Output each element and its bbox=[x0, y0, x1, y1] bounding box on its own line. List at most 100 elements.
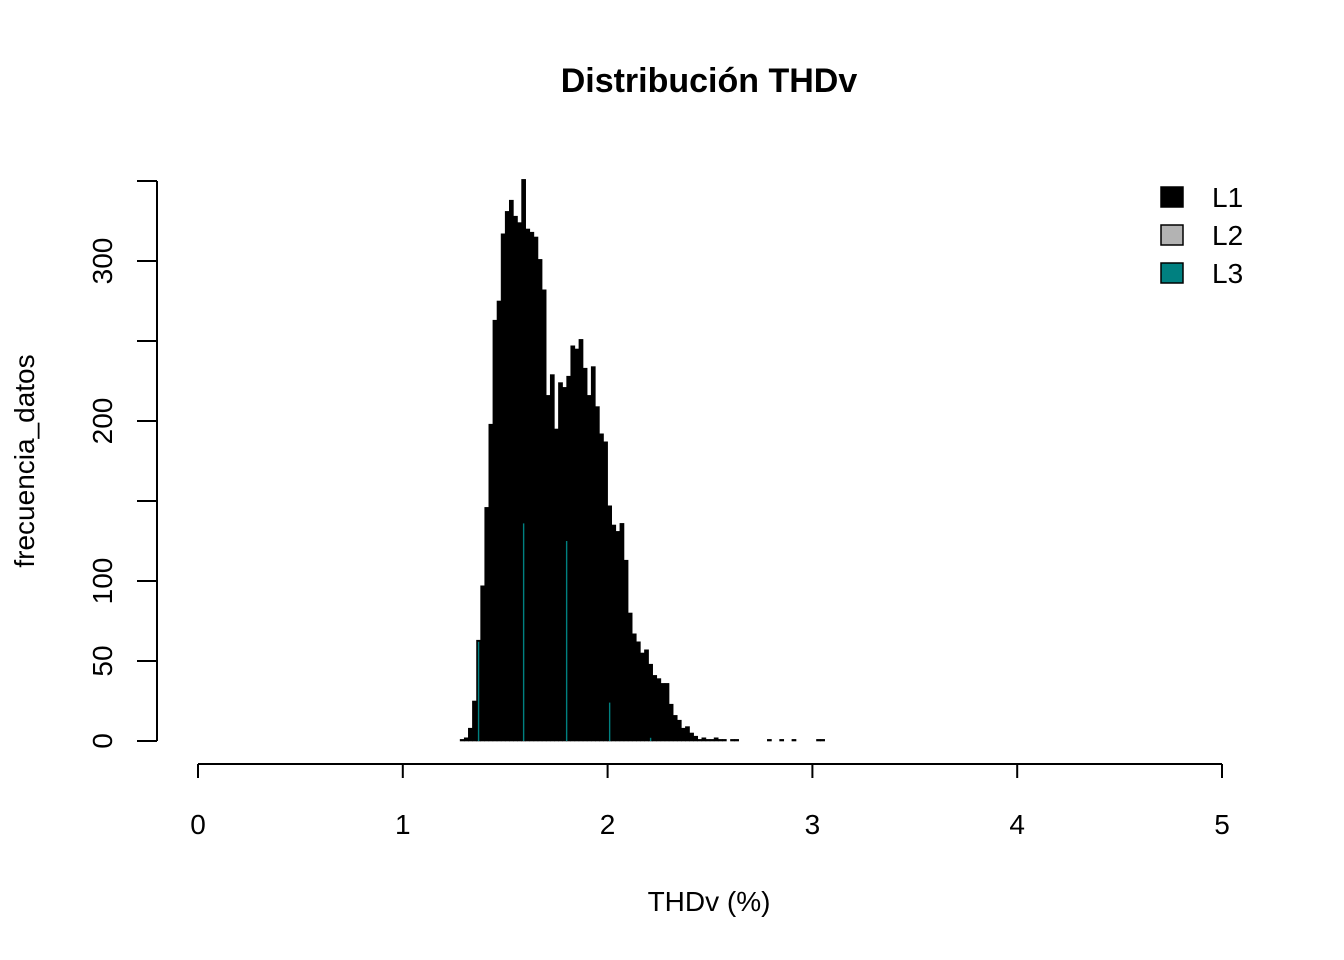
legend-label-l3: L3 bbox=[1212, 258, 1243, 289]
x-tick-label: 2 bbox=[600, 809, 616, 840]
bar-l1 bbox=[582, 367, 588, 742]
bar-l1 bbox=[717, 739, 723, 742]
bar-l1 bbox=[701, 737, 707, 742]
bar-l1 bbox=[574, 348, 580, 742]
bar-l1 bbox=[697, 739, 703, 742]
chart-title: Distribución THDv bbox=[561, 62, 858, 100]
bar-l1 bbox=[595, 406, 600, 742]
y-tick-label: 0 bbox=[87, 733, 118, 749]
bar-l1 bbox=[820, 739, 825, 742]
bar-l1 bbox=[705, 739, 711, 742]
bar-l1 bbox=[623, 559, 629, 742]
bar-l1 bbox=[631, 633, 637, 742]
bars-layer bbox=[459, 179, 825, 742]
bar-l1 bbox=[500, 233, 506, 742]
x-tick-label: 0 bbox=[190, 809, 206, 840]
bar-l1 bbox=[590, 366, 596, 742]
bar-l1 bbox=[648, 663, 653, 742]
bar-l1 bbox=[517, 222, 522, 742]
bar-l1 bbox=[603, 441, 608, 742]
bar-l1 bbox=[508, 199, 514, 742]
bar-l1 bbox=[459, 739, 465, 742]
bar-l1 bbox=[529, 231, 535, 742]
y-axis-title: frecuencia_datos bbox=[9, 354, 40, 567]
bar-l1 bbox=[721, 739, 727, 742]
bar-l1 bbox=[734, 739, 739, 742]
bar-l1 bbox=[496, 300, 502, 742]
bar-l1 bbox=[676, 719, 682, 742]
bar-l1 bbox=[689, 732, 694, 742]
bar-l1 bbox=[730, 739, 735, 742]
x-tick-label: 5 bbox=[1214, 809, 1230, 840]
bar-l1 bbox=[586, 395, 592, 742]
bar-l1 bbox=[685, 726, 690, 742]
bar-l1 bbox=[549, 374, 555, 742]
bar-l1 bbox=[644, 649, 649, 742]
bar-l1 bbox=[767, 739, 772, 742]
bar-l1 bbox=[488, 423, 494, 742]
bar-l1 bbox=[578, 339, 584, 742]
y-axis: 0 50 100 200 300 bbox=[87, 180, 158, 749]
bar-l1 bbox=[599, 433, 604, 742]
legend-swatch-l2 bbox=[1160, 224, 1184, 246]
x-tick-label: 4 bbox=[1009, 809, 1025, 840]
legend-swatch-l3 bbox=[1160, 262, 1184, 284]
bar-l1 bbox=[713, 737, 719, 742]
bar-l1 bbox=[619, 523, 625, 742]
bar-l1 bbox=[558, 382, 563, 742]
bar-l1 bbox=[615, 531, 621, 742]
legend-swatch-l1 bbox=[1160, 186, 1184, 208]
bar-l1 bbox=[513, 215, 518, 742]
bar-l1 bbox=[693, 735, 699, 742]
bar-l1 bbox=[554, 428, 559, 742]
bar-l1 bbox=[681, 727, 686, 742]
bar-l3 bbox=[565, 541, 568, 741]
bar-l3 bbox=[522, 523, 525, 741]
series-l1 bbox=[459, 179, 825, 742]
bar-l1 bbox=[627, 612, 633, 742]
x-tick-label: 1 bbox=[395, 809, 411, 840]
bar-l1 bbox=[468, 727, 473, 742]
y-tick-label: 100 bbox=[87, 558, 118, 605]
bar-l1 bbox=[533, 236, 539, 742]
legend: L1 L2 L3 bbox=[1160, 182, 1243, 289]
bar-l3 bbox=[477, 641, 480, 741]
bar-l1 bbox=[472, 700, 477, 742]
bar-l1 bbox=[525, 228, 531, 742]
y-tick-label: 50 bbox=[87, 645, 118, 676]
bar-l1 bbox=[640, 652, 645, 742]
bar-l1 bbox=[791, 739, 797, 742]
bar-l1 bbox=[652, 675, 658, 742]
bar-l1 bbox=[611, 524, 617, 742]
bar-l1 bbox=[492, 319, 498, 742]
bar-l1 bbox=[504, 211, 510, 742]
bar-l1 bbox=[672, 715, 678, 742]
bar-l1 bbox=[484, 507, 490, 742]
bar-l1 bbox=[463, 737, 469, 742]
x-axis-title: THDv (%) bbox=[648, 886, 771, 917]
bar-l1 bbox=[664, 683, 670, 742]
bar-l1 bbox=[709, 739, 715, 742]
bar-l1 bbox=[779, 739, 785, 742]
x-axis: 0 1 2 3 4 5 bbox=[190, 763, 1230, 840]
bar-l1 bbox=[656, 678, 662, 742]
x-tick-label: 3 bbox=[805, 809, 821, 840]
bar-l1 bbox=[570, 345, 576, 742]
bar-l1 bbox=[545, 395, 551, 742]
y-tick-label: 300 bbox=[87, 238, 118, 285]
legend-label-l1: L1 bbox=[1212, 182, 1243, 213]
bar-l1 bbox=[480, 585, 486, 742]
bar-l1 bbox=[537, 259, 543, 742]
series-l3 bbox=[477, 523, 652, 741]
bar-l1 bbox=[668, 703, 674, 742]
legend-label-l2: L2 bbox=[1212, 220, 1243, 251]
bar-l1 bbox=[660, 683, 666, 742]
bar-l1 bbox=[635, 641, 641, 742]
bar-l3 bbox=[608, 702, 611, 741]
bar-l1 bbox=[816, 739, 821, 742]
bar-l1 bbox=[541, 289, 547, 742]
y-tick-label: 200 bbox=[87, 398, 118, 445]
bar-l3 bbox=[649, 737, 652, 741]
